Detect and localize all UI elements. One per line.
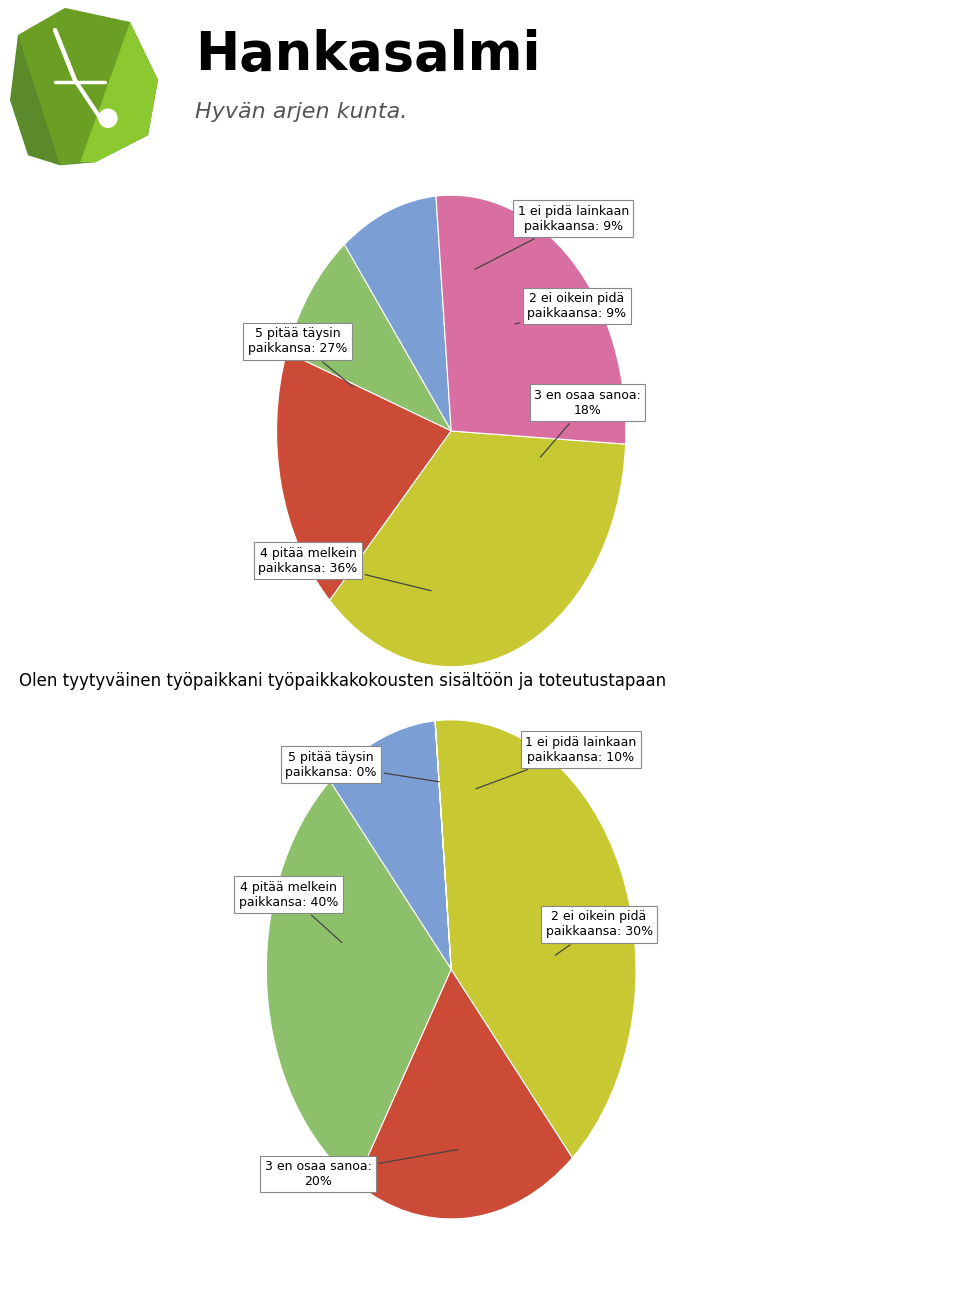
Text: 3 en osaa sanoa:
20%: 3 en osaa sanoa: 20% bbox=[265, 1150, 458, 1188]
Wedge shape bbox=[329, 431, 626, 667]
Text: Hyvän arjen kunta.: Hyvän arjen kunta. bbox=[195, 102, 407, 122]
Text: 1 ei pidä lainkaan
paikkaansa: 9%: 1 ei pidä lainkaan paikkaansa: 9% bbox=[474, 204, 629, 270]
Text: 5 pitää täysin
paikkansa: 27%: 5 pitää täysin paikkansa: 27% bbox=[248, 328, 353, 386]
Text: 3 en osaa sanoa:
18%: 3 en osaa sanoa: 18% bbox=[534, 389, 641, 457]
Text: 4 pitää melkein
paikkansa: 40%: 4 pitää melkein paikkansa: 40% bbox=[239, 880, 342, 943]
Polygon shape bbox=[80, 22, 158, 162]
Wedge shape bbox=[435, 721, 451, 969]
Ellipse shape bbox=[364, 1078, 558, 1140]
Wedge shape bbox=[435, 721, 636, 1158]
Wedge shape bbox=[356, 969, 572, 1218]
Text: 4 pitää melkein
paikkansa: 36%: 4 pitää melkein paikkansa: 36% bbox=[258, 546, 431, 591]
Wedge shape bbox=[345, 196, 451, 431]
Text: 1 ei pidä lainkaan
paikkaansa: 10%: 1 ei pidä lainkaan paikkaansa: 10% bbox=[476, 736, 636, 789]
Text: Hankasalmi: Hankasalmi bbox=[195, 29, 540, 81]
Text: Olen tyytyväinen työpaikkani työpaikkakokousten sisältöön ja toteutustapaan: Olen tyytyväinen työpaikkani työpaikkako… bbox=[19, 672, 666, 690]
Polygon shape bbox=[18, 8, 130, 165]
Wedge shape bbox=[436, 195, 626, 444]
Ellipse shape bbox=[369, 533, 552, 592]
Text: 5 pitää täysin
paikkansa: 0%: 5 pitää täysin paikkansa: 0% bbox=[285, 751, 440, 782]
Wedge shape bbox=[276, 352, 451, 600]
Circle shape bbox=[99, 109, 117, 127]
Wedge shape bbox=[266, 781, 451, 1183]
Wedge shape bbox=[330, 721, 451, 969]
Polygon shape bbox=[10, 8, 158, 165]
Text: 2 ei oikein pidä
paikkaansa: 9%: 2 ei oikein pidä paikkaansa: 9% bbox=[515, 292, 627, 324]
Wedge shape bbox=[287, 245, 451, 431]
Text: 2 ei oikein pidä
paikkaansa: 30%: 2 ei oikein pidä paikkaansa: 30% bbox=[545, 910, 653, 955]
